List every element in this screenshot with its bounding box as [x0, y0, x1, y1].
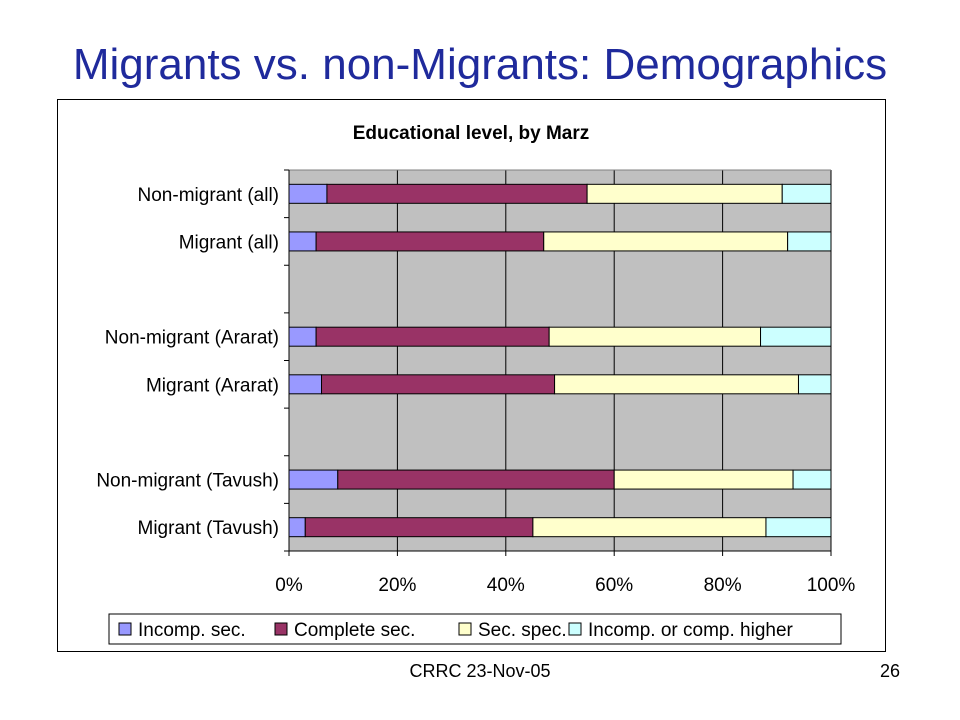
axes: 0% 20% 40% 60% 80% 100% Non-migrant (all) Migra…: [96, 169, 856, 596]
y-tick-label: Non-migrant (Tavush): [96, 471, 279, 492]
x-tick-label: 0%: [275, 575, 303, 596]
x-tick-label: 20%: [378, 575, 416, 596]
legend-swatch: [274, 622, 288, 636]
x-tick-label: 100%: [807, 575, 856, 596]
bar-segment-complete-sec: [321, 374, 556, 395]
bar-segment-incomp-sec: [288, 374, 323, 395]
stacked-bar-chart: Educational level, by Marz 0% 20% 40% 60% 80…: [57, 99, 886, 652]
bar-segment-incomp-or-comp-higher: [787, 231, 832, 252]
y-tick-label: Migrant (Ararat): [146, 375, 279, 396]
bar-segment-incomp-or-comp-higher: [792, 469, 832, 490]
bars: [288, 183, 832, 538]
bar-segment-complete-sec: [315, 231, 545, 252]
legend-swatch: [118, 622, 132, 636]
bar-segment-incomp-or-comp-higher: [760, 326, 832, 347]
x-tick-label: 80%: [704, 575, 742, 596]
slide-title: Migrants vs. non-Migrants: Demographics: [72, 40, 888, 89]
bar-segment-incomp-sec: [288, 326, 317, 347]
page-number: 26: [879, 661, 900, 681]
bar-segment-incomp-sec: [288, 183, 328, 204]
x-tick-label: 60%: [595, 575, 633, 596]
legend: Incomp. sec. Complete sec. Sec. spec. Incom…: [108, 613, 842, 645]
legend-label: Incomp. sec.: [138, 620, 246, 641]
bar-segment-sec-spec: [613, 469, 794, 490]
bar-segment-complete-sec: [304, 517, 534, 538]
bar-segment-complete-sec: [315, 326, 550, 347]
legend-label: Incomp. or comp. higher: [588, 620, 794, 641]
legend-label: Sec. spec.: [478, 620, 567, 641]
bar-segment-sec-spec: [586, 183, 783, 204]
legend-box: [108, 613, 842, 645]
y-tick-label: Migrant (Tavush): [138, 518, 280, 539]
bar-segment-sec-spec: [532, 517, 767, 538]
y-tick-label: Migrant (all): [179, 232, 279, 253]
bar-segment-sec-spec: [554, 374, 799, 395]
y-tick-label: Non-migrant (Ararat): [105, 328, 279, 349]
chart-container: Educational level, by Marz 0% 20% 40% 60% 80…: [57, 99, 886, 652]
bar-segment-incomp-or-comp-higher: [765, 517, 832, 538]
y-tick-label: Non-migrant (all): [138, 185, 279, 206]
bar-segment-sec-spec: [548, 326, 762, 347]
footer-text: CRRC 23-Nov-05: [409, 661, 551, 681]
bar-segment-incomp-or-comp-higher: [797, 374, 832, 395]
legend-swatch: [568, 622, 582, 636]
legend-label: Complete sec.: [294, 620, 415, 641]
bar-segment-incomp-sec: [288, 231, 317, 252]
chart-title: Educational level, by Marz: [353, 123, 590, 144]
x-tick-label: 40%: [487, 575, 525, 596]
bar-segment-complete-sec: [337, 469, 615, 490]
bar-segment-incomp-sec: [288, 517, 306, 538]
bar-segment-complete-sec: [326, 183, 588, 204]
bar-segment-incomp-or-comp-higher: [781, 183, 832, 204]
bar-segment-incomp-sec: [288, 469, 339, 490]
legend-swatch: [458, 622, 472, 636]
plot-area: [289, 170, 831, 551]
bar-segment-sec-spec: [543, 231, 789, 252]
